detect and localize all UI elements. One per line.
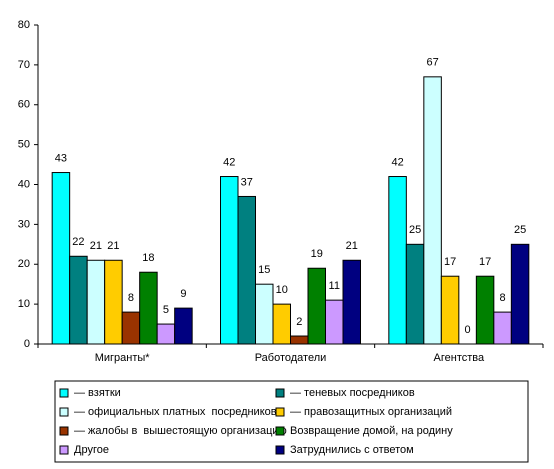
value-label: 67 <box>426 57 438 69</box>
bar <box>423 76 442 345</box>
x-tick-label: Мигранты* <box>95 352 151 364</box>
legend-swatch <box>275 407 285 417</box>
bar <box>104 259 123 345</box>
bar <box>307 267 326 345</box>
value-label: 42 <box>223 156 235 168</box>
legend-label: — официальных платных посредников <box>74 406 277 418</box>
bar <box>405 243 425 345</box>
value-label: 42 <box>391 156 403 168</box>
y-tick-label: 50 <box>18 139 30 151</box>
legend-swatch <box>59 388 69 398</box>
bar <box>493 311 512 345</box>
value-label: 0 <box>465 324 471 336</box>
legend-label: Возвращение домой, на родину <box>290 425 453 437</box>
value-label: 25 <box>409 224 421 236</box>
x-tick-label: Агентства <box>434 352 485 364</box>
bar <box>51 172 71 345</box>
legend-swatch <box>59 445 69 455</box>
x-tick-label: Работодатели <box>255 352 327 364</box>
value-label: 5 <box>163 304 169 316</box>
legend-swatch <box>275 388 285 398</box>
bar <box>510 243 530 345</box>
y-tick-label: 10 <box>18 298 30 310</box>
y-tick-label: 0 <box>24 338 30 350</box>
value-label: 21 <box>90 240 102 252</box>
bar <box>220 176 239 345</box>
value-label: 19 <box>311 248 323 260</box>
bar <box>325 299 344 345</box>
bar <box>440 275 460 345</box>
y-tick-label: 60 <box>18 99 30 111</box>
y-tick-label: 20 <box>18 258 30 270</box>
y-tick-label: 80 <box>18 19 30 31</box>
legend-swatch <box>275 445 285 455</box>
value-label: 18 <box>142 252 154 264</box>
legend-label: — правозащитных организаций <box>290 406 452 418</box>
value-label: 9 <box>180 288 186 300</box>
value-label: 17 <box>444 256 456 268</box>
value-label: 8 <box>128 292 134 304</box>
value-label: 25 <box>514 224 526 236</box>
legend-box <box>54 380 529 463</box>
bar <box>174 307 193 345</box>
y-tick-label: 30 <box>18 218 30 230</box>
bar <box>139 271 158 345</box>
legend-label: — жалобы в вышестоящую организацию <box>74 425 287 437</box>
value-label: 2 <box>296 316 302 328</box>
legend-label: — теневых посредников <box>290 387 415 399</box>
y-tick-label: 70 <box>18 59 30 71</box>
y-tick-label: 40 <box>18 178 30 190</box>
bar <box>121 311 141 345</box>
bar <box>388 176 407 345</box>
legend-label: — взятки <box>74 387 121 399</box>
value-label: 22 <box>72 236 84 248</box>
legend-label: Затруднились с ответом <box>290 444 414 456</box>
bar <box>69 255 88 345</box>
value-label: 8 <box>500 292 506 304</box>
value-label: 37 <box>241 176 253 188</box>
value-label: 43 <box>55 152 67 164</box>
value-label: 11 <box>329 280 340 292</box>
bar <box>255 283 274 345</box>
value-label: 10 <box>276 284 288 296</box>
bar <box>272 303 291 345</box>
legend-swatch <box>59 407 69 417</box>
bar <box>237 195 256 345</box>
bar <box>86 259 106 345</box>
value-label: 15 <box>258 264 270 276</box>
legend-label: Другое <box>74 444 109 456</box>
value-label: 17 <box>479 256 491 268</box>
legend-swatch <box>275 426 285 436</box>
bar <box>156 323 176 345</box>
legend-swatch <box>59 426 69 436</box>
bar <box>290 335 309 345</box>
bar <box>342 259 361 345</box>
bar <box>475 275 495 345</box>
value-label: 21 <box>107 240 119 252</box>
value-label: 21 <box>346 240 358 252</box>
